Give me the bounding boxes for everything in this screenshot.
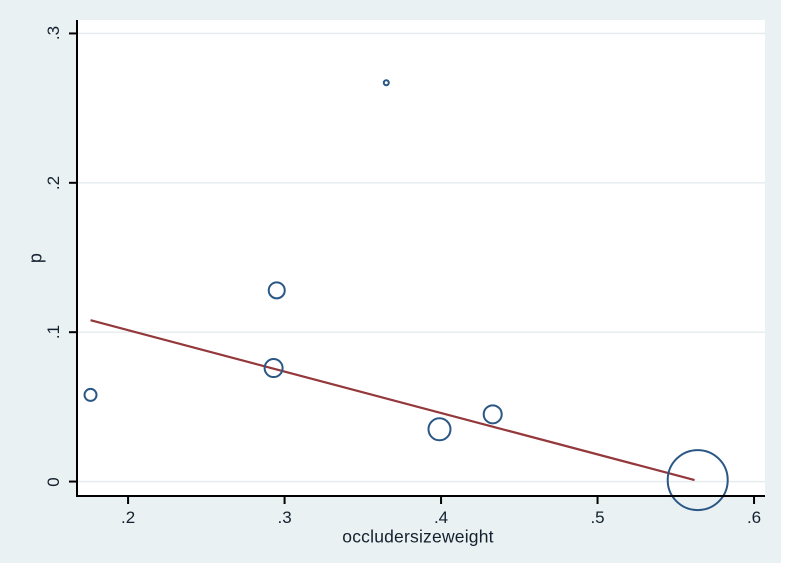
x-tick-label: .5 <box>590 508 605 527</box>
data-point-bubble <box>427 417 452 442</box>
data-point-bubble <box>83 387 98 402</box>
y-tick-label: .3 <box>44 26 63 41</box>
data-point-bubble <box>267 281 286 300</box>
x-tick-label: .6 <box>746 508 762 527</box>
plot-area <box>78 20 765 495</box>
x-tick-label: .2 <box>120 508 136 527</box>
x-tick-label: .4 <box>433 508 449 527</box>
y-tick-label: 0 <box>44 476 63 487</box>
data-point-bubble <box>666 449 729 512</box>
data-point-bubble <box>482 404 503 425</box>
y-axis-label: p <box>25 252 46 264</box>
data-point-bubble <box>263 358 284 379</box>
x-tick-label: .3 <box>277 508 292 527</box>
data-point-bubble <box>382 79 390 87</box>
regression-fit-line <box>90 319 695 482</box>
x-axis-label: occludersizeweight <box>342 526 494 547</box>
y-tick-label: .1 <box>44 325 63 340</box>
stata-graph-canvas: p occludersizeweight .2 .3 .4 .5 .6 0 .1 .2 .3 <box>0 0 781 563</box>
chart-svg <box>69 20 765 512</box>
y-tick-label: .2 <box>44 175 63 190</box>
